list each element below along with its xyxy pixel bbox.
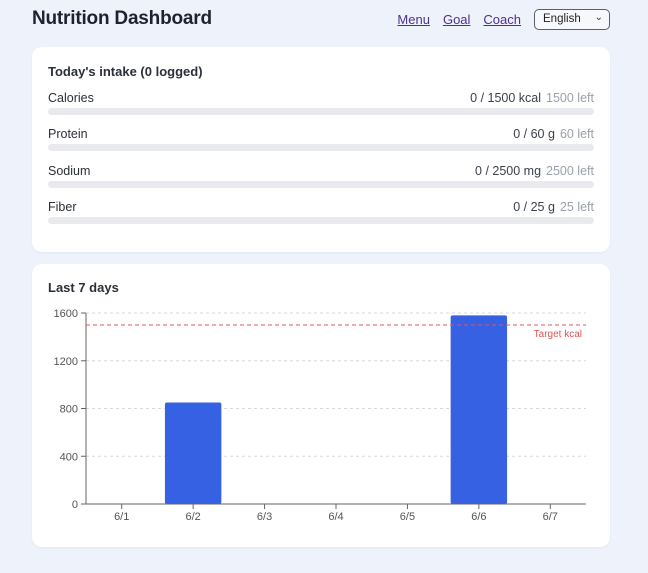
nutrient-name: Calories [48,91,94,105]
language-select-value: English [543,13,581,25]
history-title: Last 7 days [48,280,119,295]
chevron-down-icon: ⌄ [594,11,603,23]
x-tick-label: 6/7 [543,511,558,523]
history-card: Last 7 days 0 400 800 1200 1600 6/1 6/2 6/3 6/4 6… [32,264,610,547]
y-tick-label: 1200 [54,356,78,368]
nutrient-values: 0 / 25 g 25 left [513,200,594,214]
intake-card: Today's intake (0 logged) Calories 0 / 1… [32,47,610,252]
chart-bar [164,402,222,504]
x-tick-label: 6/1 [114,511,129,523]
x-tick-label: 6/4 [328,511,343,523]
nutrient-values: 0 / 1500 kcal 1500 left [470,91,594,105]
intake-title: Today's intake (0 logged) [48,64,203,79]
nutrient-name: Sodium [48,164,91,178]
nutrient-protein: Protein 0 / 60 g 60 left [48,127,594,153]
target-label: Target kcal [534,329,582,340]
nutrient-remaining: 25 left [559,200,594,214]
weekly-calories-chart: 0 400 800 1200 1600 6/1 6/2 6/3 6/4 6/5 6/6 6/7 Targ… [54,308,586,523]
progress-bar [48,144,594,151]
x-tick-label: 6/3 [257,511,272,523]
nutrient-remaining: 60 left [559,127,594,141]
nutrient-amount: 0 / 2500 mg [475,164,542,178]
x-tick-label: 6/6 [471,511,486,523]
header: Nutrition Dashboard Menu Goal Coach Engl… [32,6,610,32]
y-tick-label: 1600 [54,308,78,320]
language-select[interactable]: English ⌄ [534,8,610,30]
y-tick-label: 800 [60,404,78,416]
x-tick-label: 6/5 [400,511,415,523]
nav-link-goal[interactable]: Goal [442,11,471,27]
x-tick-label: 6/2 [185,511,200,523]
progress-bar [48,108,594,115]
nutrient-values: 0 / 60 g 60 left [513,127,594,141]
chart-bar [450,315,508,504]
y-tick-label: 400 [60,451,78,463]
page-title: Nutrition Dashboard [32,8,212,29]
nutrient-amount: 0 / 60 g [513,127,555,141]
nutrient-amount: 0 / 25 g [513,200,555,214]
top-nav: Menu Goal Coach English ⌄ [397,8,610,30]
y-tick-label: 0 [72,499,78,511]
nutrient-name: Fiber [48,200,77,214]
progress-bar [48,217,594,224]
nutrient-values: 0 / 2500 mg 2500 left [475,164,594,178]
nav-link-coach[interactable]: Coach [483,11,521,27]
nutrient-calories: Calories 0 / 1500 kcal 1500 left [48,91,594,117]
progress-bar [48,181,594,188]
nutrient-fiber: Fiber 0 / 25 g 25 left [48,200,594,226]
nav-link-menu[interactable]: Menu [397,11,430,27]
nutrient-sodium: Sodium 0 / 2500 mg 2500 left [48,164,594,190]
nutrient-amount: 0 / 1500 kcal [470,91,542,105]
nutrient-remaining: 2500 left [546,164,594,178]
nutrient-remaining: 1500 left [546,91,594,105]
nutrient-name: Protein [48,127,88,141]
